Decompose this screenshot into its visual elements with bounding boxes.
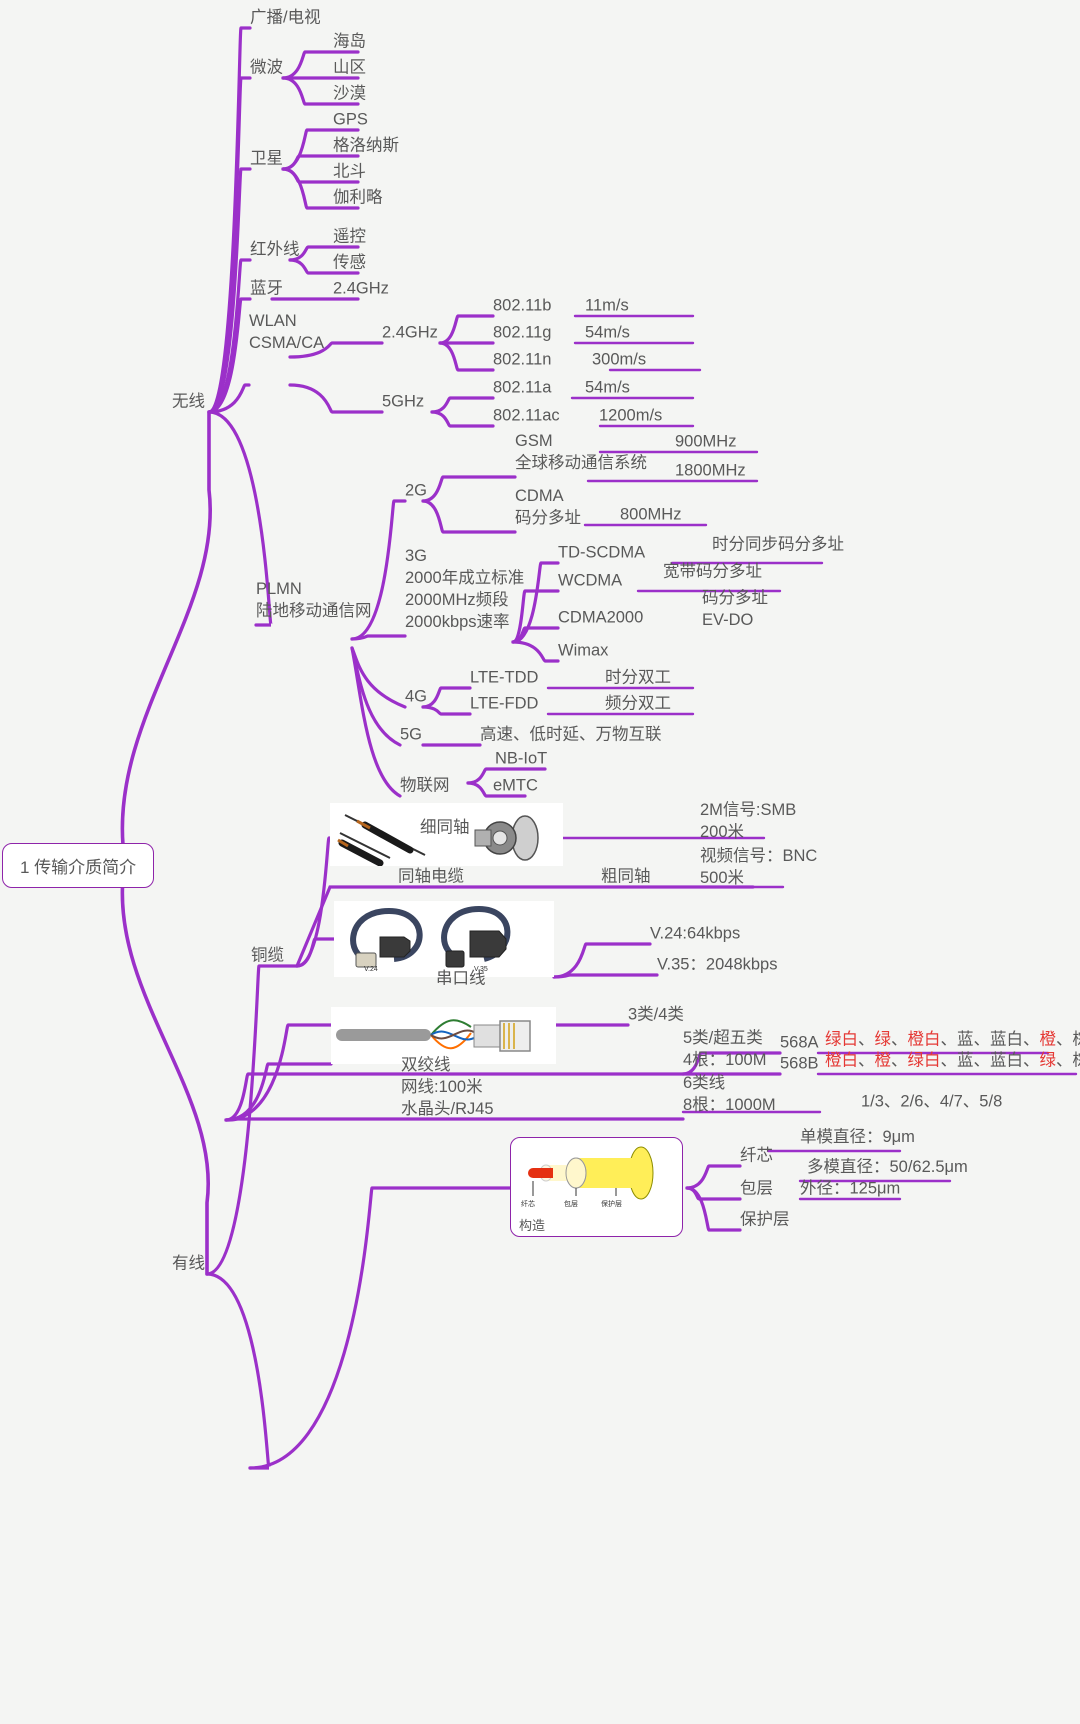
svg-text:保护层: 保护层 bbox=[601, 1199, 622, 1208]
svg-text:构造: 构造 bbox=[519, 1218, 545, 1233]
svg-text:V.24: V.24 bbox=[364, 966, 378, 973]
svg-text:包层: 包层 bbox=[564, 1199, 578, 1208]
svg-text:纤芯: 纤芯 bbox=[521, 1199, 535, 1208]
